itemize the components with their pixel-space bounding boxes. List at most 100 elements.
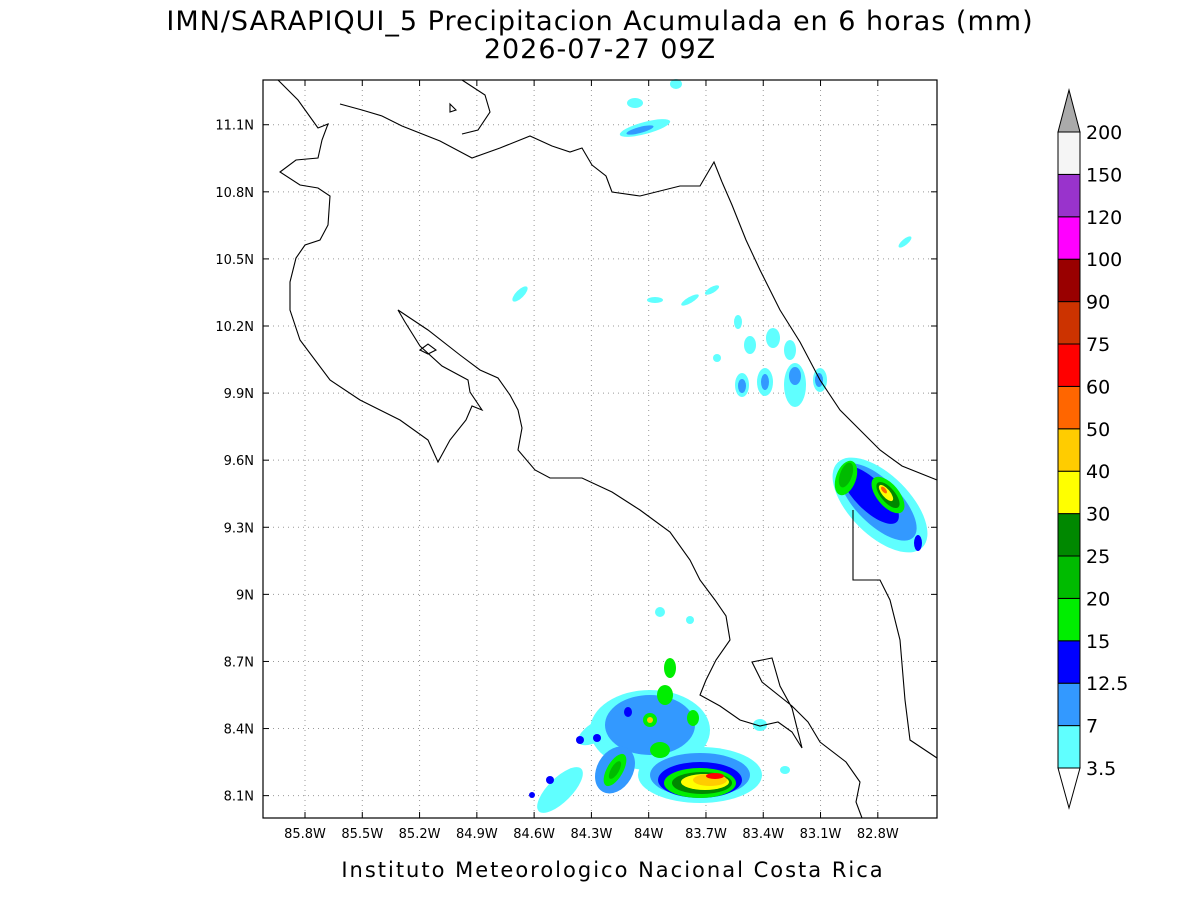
border-north <box>339 103 723 197</box>
colorbar-box <box>1057 640 1081 684</box>
colorbar-box <box>1057 301 1081 345</box>
grid <box>263 80 937 818</box>
y-tick-label: 9.3N <box>224 521 254 536</box>
map-frame <box>262 79 938 819</box>
axis-ticks: 85.8W 85.5W 85.2W 84.9W 84.6W 84.3W 84W 83.7W 83… <box>215 80 937 842</box>
colorbar-label: 15 <box>1086 631 1110 653</box>
rain-cell <box>784 340 796 360</box>
precipitation <box>512 79 928 813</box>
colorbar-box <box>1057 470 1081 515</box>
y-tick-label: 8.7N <box>224 655 254 670</box>
x-tick-label: 84.3W <box>571 827 613 842</box>
colorbar-box <box>1057 725 1081 769</box>
colorbar-box <box>1057 428 1081 472</box>
rain-cell <box>713 354 721 362</box>
rain-cell <box>914 535 922 551</box>
colorbar-label: 20 <box>1086 588 1110 610</box>
colorbar-label: 75 <box>1086 334 1110 356</box>
rain-cell <box>681 294 699 306</box>
rain-cell <box>815 373 823 387</box>
x-tick-label: 84W <box>634 827 664 842</box>
rain-cell <box>664 658 676 678</box>
rain-cell <box>546 776 554 784</box>
colorbar-label: 12.5 <box>1086 673 1128 695</box>
rain-cell <box>706 773 724 779</box>
rain-cell <box>761 374 769 390</box>
rain-cell <box>898 236 912 248</box>
rain-cell <box>626 125 654 135</box>
colorbar-label: 25 <box>1086 546 1110 568</box>
colorbar: 3.5 7 12.5 15 20 25 30 40 50 60 75 90 100 120 150 200 <box>1057 88 1128 810</box>
rain-cell <box>734 315 742 329</box>
colorbar-over <box>1057 88 1081 133</box>
colorbar-label: 7 <box>1086 716 1098 738</box>
rain-cell <box>838 462 854 488</box>
rain-cell <box>704 285 720 295</box>
colorbar-label: 50 <box>1086 419 1110 441</box>
rain-cell <box>624 707 632 717</box>
rain-cell <box>881 486 887 494</box>
y-tick-label: 9.6N <box>224 454 254 469</box>
x-tick-label: 84.9W <box>456 827 498 842</box>
colorbar-label: 200 <box>1086 122 1122 144</box>
colorbar-label: 90 <box>1086 292 1110 314</box>
rain-cell <box>766 328 780 348</box>
colorbar-box <box>1057 258 1081 303</box>
y-tick-label: 9N <box>236 588 254 603</box>
y-tick-label: 10.8N <box>215 186 254 201</box>
y-tick-label: 10.2N <box>215 320 254 335</box>
rain-cell <box>593 734 601 742</box>
rain-cell <box>608 761 622 779</box>
x-tick-label: 82.8W <box>857 827 899 842</box>
colorbar-box <box>1057 513 1081 557</box>
colorbar-box <box>1057 131 1081 175</box>
colorbar-label: 60 <box>1086 376 1110 398</box>
coast-caribbean <box>461 79 938 759</box>
colorbar-box <box>1057 173 1081 218</box>
subtitle: 2026-07-27 09Z <box>484 34 716 65</box>
colorbar-box <box>1057 682 1081 727</box>
rain-cell <box>780 766 790 774</box>
rain-cell <box>647 717 653 723</box>
rain-cell <box>738 379 746 393</box>
colorbar-box <box>1057 597 1081 642</box>
coast-pacific <box>277 79 863 819</box>
rain-cell <box>670 79 682 89</box>
rain-cell <box>687 710 699 726</box>
y-tick-label: 8.1N <box>224 790 254 805</box>
x-tick-label: 83.1W <box>800 827 842 842</box>
colorbar-label: 30 <box>1086 504 1110 526</box>
colorbar-label: 120 <box>1086 207 1122 229</box>
colorbar-label: 150 <box>1086 164 1122 186</box>
colorbar-under <box>1057 767 1081 810</box>
rain-cell <box>753 719 767 731</box>
y-tick-label: 9.9N <box>224 387 254 402</box>
rain-cell <box>529 792 535 798</box>
colorbar-label: 3.5 <box>1086 758 1116 780</box>
rain-cell <box>627 98 643 108</box>
rain-cell <box>789 367 801 385</box>
island <box>418 102 458 355</box>
x-tick-label: 83.7W <box>685 827 727 842</box>
title: IMN/SARAPIQUI_5 Precipitacion Acumulada … <box>166 6 1033 37</box>
x-tick-label: 85.8W <box>284 827 326 842</box>
colorbar-label: 40 <box>1086 461 1110 483</box>
y-tick-label: 10.5N <box>215 253 254 268</box>
rain-cell <box>650 742 670 758</box>
rain-cell <box>744 336 756 354</box>
x-tick-label: 84.6W <box>513 827 555 842</box>
y-tick-label: 11.1N <box>215 119 254 134</box>
colorbar-box <box>1057 216 1081 260</box>
colorbar-box <box>1057 555 1081 599</box>
coastline <box>277 79 938 819</box>
footer: Instituto Meteorologico Nacional Costa R… <box>341 858 884 882</box>
rain-cell <box>512 286 528 302</box>
x-tick-label: 83.4W <box>742 827 784 842</box>
colorbar-box <box>1057 343 1081 387</box>
rain-cell <box>655 607 665 617</box>
rain-cell <box>657 685 673 705</box>
rain-cell <box>537 767 583 813</box>
rain-cell <box>686 616 694 624</box>
y-tick-label: 8.4N <box>224 723 254 738</box>
